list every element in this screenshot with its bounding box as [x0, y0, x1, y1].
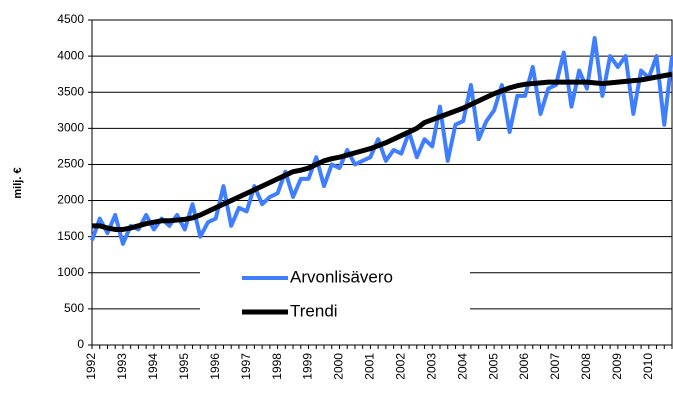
x-tick-label: 2006: [517, 353, 531, 380]
y-axis-label: milj. €: [12, 167, 24, 198]
plot-border: [91, 19, 673, 346]
y-tick-label: 2000: [57, 193, 84, 207]
legend-label: Trendi: [290, 301, 338, 320]
x-tick-label: 1997: [239, 353, 253, 380]
x-tick-label: 2002: [394, 353, 408, 380]
y-tick-label: 3000: [57, 121, 84, 135]
x-tick-label: 2007: [548, 353, 562, 380]
x-tick-label: 1994: [146, 353, 160, 380]
series-line: [90, 36, 673, 246]
x-tick-label: 2005: [486, 353, 500, 380]
x-tick-label: 2001: [363, 353, 377, 380]
legend-box: [200, 258, 470, 330]
y-tick-label: 500: [64, 301, 84, 315]
x-tick-label: 1998: [270, 353, 284, 380]
x-tick-label: 1992: [84, 353, 98, 380]
y-tick-label: 1500: [57, 229, 84, 243]
x-tick-label: 2004: [455, 353, 469, 380]
x-tick-label: 2008: [579, 353, 593, 380]
x-tick-label: 2000: [332, 353, 346, 380]
y-tick-label: 0: [77, 337, 84, 351]
x-tick-label: 2003: [424, 353, 438, 380]
y-tick-label: 4500: [57, 12, 84, 26]
y-tick-label: 1000: [57, 265, 84, 279]
x-tick-label: 1995: [177, 353, 191, 380]
y-tick-label: 3500: [57, 84, 84, 98]
x-tick-label: 1999: [301, 353, 315, 380]
y-tick-label: 2500: [57, 157, 84, 171]
x-tick-label: 1993: [115, 353, 129, 380]
x-tick-label: 2010: [641, 353, 655, 380]
series-line: [92, 71, 673, 232]
y-tick-label: 4000: [57, 48, 84, 62]
x-tick-label: 2009: [610, 353, 624, 380]
legend-label: Arvonlisävero: [290, 267, 393, 286]
x-tick-label: 1996: [208, 353, 222, 380]
